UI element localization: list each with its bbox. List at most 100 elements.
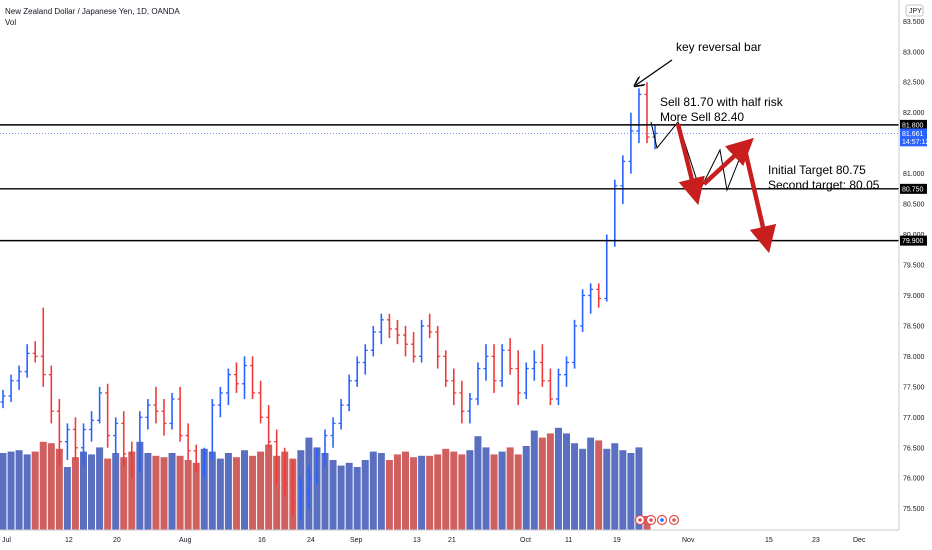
time-tick-label: Dec xyxy=(853,537,866,544)
pointer-arrow xyxy=(636,59,673,85)
volume-bar xyxy=(522,446,530,530)
ohlc-bar xyxy=(451,368,457,406)
price-tag-label: 79.900 xyxy=(902,238,924,245)
annotation-target-line1: Initial Target 80.75 xyxy=(768,163,866,177)
ohlc-bar xyxy=(306,466,312,509)
ohlc-bar xyxy=(201,447,207,479)
ohlc-bar xyxy=(97,386,103,424)
volume-bar xyxy=(192,462,200,530)
ohlc-bar xyxy=(403,325,408,357)
volume-bar xyxy=(442,448,450,530)
event-marker-icon[interactable] xyxy=(634,514,646,526)
price-tick-label: 76.500 xyxy=(903,445,925,452)
price-tag-label: 81.661 xyxy=(902,131,924,138)
volume-bar xyxy=(96,447,104,530)
ohlc-bar xyxy=(515,350,521,406)
volume-bar xyxy=(47,443,55,530)
ohlc-bar xyxy=(145,399,151,430)
ohlc-bar xyxy=(217,386,223,418)
ohlc-bar xyxy=(531,350,537,381)
event-marker-icon[interactable] xyxy=(645,514,657,526)
volume-bar xyxy=(393,454,401,530)
ohlc-bar xyxy=(467,392,473,424)
annotation-key-reversal: key reversal bar xyxy=(676,40,761,54)
ohlc-bar xyxy=(394,319,400,345)
volume-bar xyxy=(563,433,570,530)
price-tag xyxy=(900,136,927,147)
time-tick-label: Nov xyxy=(682,537,695,544)
ohlc-bar xyxy=(89,411,95,442)
volume-bar xyxy=(554,427,562,530)
price-tag xyxy=(900,183,927,194)
volume-bar xyxy=(595,440,603,530)
ohlc-bar xyxy=(258,380,264,424)
volume-bar xyxy=(273,455,281,530)
ohlc-bar xyxy=(346,374,352,412)
volume-bar xyxy=(39,441,47,530)
volume-bar xyxy=(144,453,152,530)
currency-badge-label: JPY xyxy=(909,8,922,15)
time-tick-label: 12 xyxy=(65,537,73,544)
ohlc-bar xyxy=(483,344,489,381)
ohlc-bar xyxy=(121,411,127,467)
currency-badge: JPY xyxy=(905,4,924,17)
time-tick-label: 11 xyxy=(565,537,572,544)
ohlc-bar xyxy=(443,350,449,387)
ohlc-bar xyxy=(193,444,199,473)
ohlc-bar xyxy=(185,423,191,460)
chart-symbol-title: New Zealand Dollar / Japanese Yen, 1D, O… xyxy=(5,7,180,16)
price-tick-label: 78.500 xyxy=(903,323,925,330)
time-tick-label: 20 xyxy=(113,537,121,544)
time-tick-label: Sep xyxy=(350,537,363,544)
event-marker-dot xyxy=(638,518,642,522)
ohlc-bar xyxy=(580,289,586,333)
event-marker-icon[interactable] xyxy=(668,514,680,526)
ohlc-bar xyxy=(274,429,280,485)
ohlc-bar xyxy=(314,447,320,485)
price-tag-label: 80.750 xyxy=(902,186,924,193)
ohlc-bar xyxy=(298,478,304,521)
event-marker-icon[interactable] xyxy=(656,514,668,526)
volume-bar xyxy=(0,453,7,530)
ohlc-bar xyxy=(32,341,38,363)
volume-bar xyxy=(232,457,240,530)
ohlc-bar xyxy=(177,386,183,442)
volume-bar xyxy=(55,448,63,530)
ohlc-bar xyxy=(24,344,30,378)
ohlc-bar xyxy=(129,441,135,479)
volume-bar xyxy=(160,457,168,530)
volume-bar xyxy=(627,453,635,530)
volume-bar xyxy=(474,436,482,530)
ohlc-bar xyxy=(588,283,594,314)
ohlc-bar xyxy=(523,362,529,400)
ohlc-bar xyxy=(555,368,561,406)
volume-bar xyxy=(345,462,353,530)
time-tick-label: Aug xyxy=(179,537,192,544)
time-tick-label: 21 xyxy=(448,537,456,544)
price-tick-label: 83.000 xyxy=(903,49,925,56)
volume-bar xyxy=(112,453,120,530)
price-tick-label: 79.500 xyxy=(903,263,925,270)
volume-bar xyxy=(466,450,474,530)
volume-bar xyxy=(184,460,192,530)
ohlc-bar xyxy=(636,88,642,144)
volume-bar xyxy=(353,467,361,530)
volume-bar xyxy=(377,453,385,530)
ohlc-bar xyxy=(612,179,618,247)
time-tick-label: 16 xyxy=(258,537,266,544)
volume-bar xyxy=(104,458,112,530)
volume-bar xyxy=(257,451,265,530)
volume-bar xyxy=(88,454,96,530)
ohlc-bar xyxy=(644,82,650,144)
price-tag xyxy=(900,119,927,130)
ohlc-bar xyxy=(354,356,360,387)
time-tick-label: Jul xyxy=(2,537,11,544)
red-arrow xyxy=(675,123,705,206)
ohlc-bar xyxy=(282,447,288,497)
volume-bar xyxy=(15,450,23,530)
volume-bar xyxy=(514,454,522,530)
ohlc-bar xyxy=(386,313,392,339)
ohlc-bar xyxy=(8,374,14,403)
volume-bar xyxy=(7,451,15,530)
